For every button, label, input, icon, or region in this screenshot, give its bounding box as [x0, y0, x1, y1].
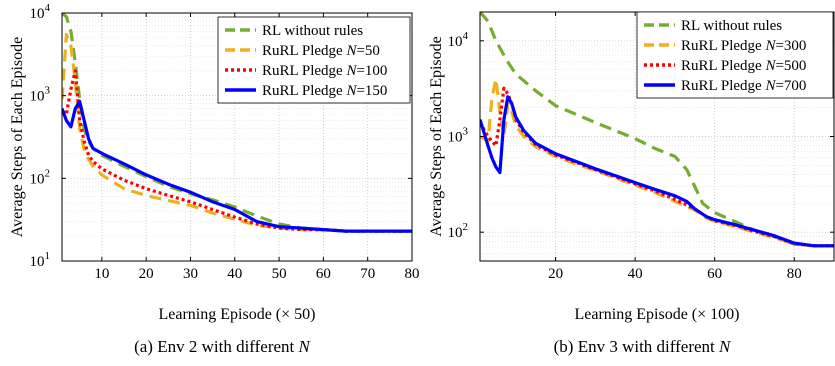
x-tick-label: 40 — [628, 266, 643, 282]
y-tick-label: 104 — [448, 30, 469, 50]
x-tick-label: 60 — [316, 266, 331, 282]
series-group — [480, 12, 834, 248]
panel-env3: 20 40 60 80 102 103 104 Learning Episode (× 100… — [428, 11, 835, 356]
series-line-3 — [480, 86, 834, 248]
y-tick-label: 102 — [30, 167, 51, 187]
series-line-2 — [480, 77, 834, 248]
legend-label: RuRL Pledge N=100 — [262, 63, 387, 79]
y-tick-label: 104 — [30, 2, 51, 22]
series-group — [62, 13, 412, 233]
legend-label: RL without rules — [262, 23, 363, 39]
x-tick-label: 20 — [139, 266, 154, 282]
legend-label: RuRL Pledge N=300 — [681, 38, 806, 54]
x-tick-label: 80 — [405, 266, 420, 282]
y-axis-label: Average Steps of Each Episode — [9, 37, 26, 238]
x-tick-label: 60 — [707, 266, 722, 282]
legend-label: RuRL Pledge N=700 — [681, 78, 806, 94]
legend-label: RuRL Pledge N=50 — [262, 43, 380, 59]
x-tick-label: 20 — [548, 266, 563, 282]
series-line-4 — [62, 99, 412, 233]
x-tick-label: 10 — [94, 266, 109, 282]
axes-box — [61, 12, 413, 262]
y-axis-label: Average Steps of Each Episode — [428, 36, 445, 237]
legend-label: RL without rules — [681, 18, 782, 34]
x-tick-label: 80 — [787, 266, 802, 282]
x-tick-label: 40 — [227, 266, 242, 282]
panel-env2: 10 20 30 40 50 60 70 80 101 102 103 104 Learning Epi… — [9, 2, 420, 356]
legend: RL without rules RuRL Pledge N=300 RuRL Pl… — [636, 11, 834, 99]
x-axis-label: Learning Episode (× 50) — [159, 306, 316, 323]
series-line-4 — [480, 95, 834, 248]
y-tick-label: 101 — [30, 250, 51, 270]
legend-label: RuRL Pledge N=150 — [262, 83, 387, 99]
x-tick-label: 70 — [360, 266, 375, 282]
legend: RL without rules RuRL Pledge N=50 RuRL Ple… — [217, 16, 411, 104]
series-line-1 — [62, 13, 412, 233]
y-tick-label: 103 — [448, 126, 469, 146]
panel-caption: (b) Env 3 with different N — [554, 337, 732, 356]
x-axis-label: Learning Episode (× 100) — [575, 306, 740, 323]
y-tick-label: 102 — [448, 221, 469, 241]
x-tick-label: 30 — [183, 266, 198, 282]
legend-label: RuRL Pledge N=500 — [681, 58, 806, 74]
panel-caption: (a) Env 2 with different N — [134, 337, 311, 356]
x-tick-label: 50 — [272, 266, 287, 282]
y-tick-label: 103 — [30, 85, 51, 105]
